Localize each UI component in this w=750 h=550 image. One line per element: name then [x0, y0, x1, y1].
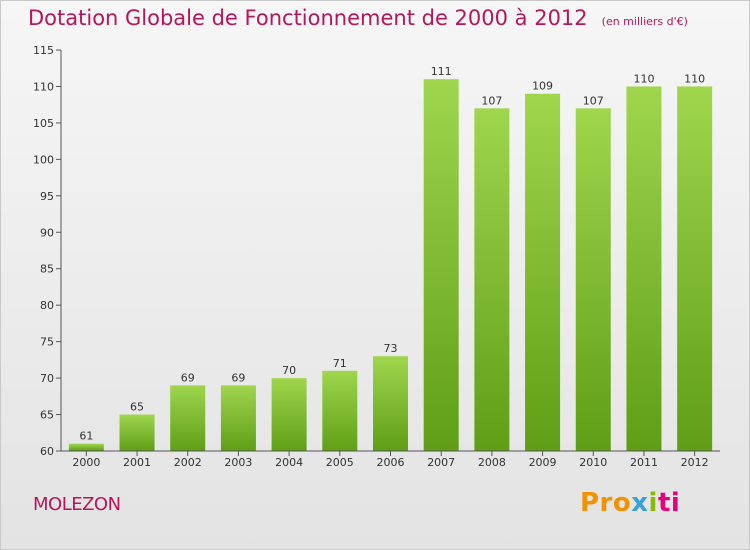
x-tick-label: 2010	[579, 456, 607, 469]
y-tick-label: 70	[40, 372, 54, 385]
x-tick-label: 2009	[529, 456, 557, 469]
value-label: 70	[282, 364, 296, 377]
bar	[170, 385, 206, 451]
x-tick-label: 2011	[630, 456, 658, 469]
y-tick-label: 65	[40, 409, 54, 422]
value-label: 111	[431, 65, 452, 78]
x-tick-label: 2006	[377, 456, 405, 469]
x-tick-label: 2005	[326, 456, 354, 469]
value-label: 73	[384, 342, 398, 355]
value-label: 107	[583, 94, 604, 107]
x-tick-label: 2002	[174, 456, 202, 469]
bar	[119, 414, 155, 451]
bar	[575, 108, 611, 451]
bar	[322, 370, 358, 451]
bar	[220, 385, 256, 451]
logo-part-3: i	[648, 488, 658, 518]
commune-name: MOLEZON	[33, 494, 121, 515]
value-label: 107	[481, 94, 502, 107]
chart-title-text: Dotation Globale de Fonctionnement de 20…	[28, 6, 588, 30]
proxiti-logo[interactable]: Proxiti	[580, 488, 680, 518]
value-label: 110	[633, 72, 654, 85]
bar	[373, 356, 408, 451]
bar	[626, 86, 662, 452]
chart-subtitle: (en milliers d'€)	[601, 15, 688, 28]
bar	[677, 86, 713, 452]
x-tick-label: 2008	[478, 456, 506, 469]
x-tick-label: 2001	[123, 456, 151, 469]
x-tick-label: 2003	[224, 456, 252, 469]
bar	[474, 108, 510, 451]
x-tick-label: 2000	[72, 456, 100, 469]
bar	[271, 378, 307, 451]
value-label: 61	[79, 430, 93, 443]
logo-part-2: x	[631, 488, 649, 518]
logo-part-4: ti	[657, 488, 681, 518]
value-label: 69	[181, 371, 195, 384]
y-tick-label: 85	[40, 263, 54, 276]
y-tick-label: 60	[40, 445, 54, 458]
y-tick-label: 95	[40, 190, 54, 203]
value-label: 71	[333, 357, 347, 370]
x-tick-label: 2007	[427, 456, 455, 469]
logo-part-1: Pro	[580, 488, 632, 518]
y-tick-label: 100	[33, 153, 54, 166]
value-label: 65	[130, 401, 144, 414]
y-tick-label: 105	[33, 117, 54, 130]
value-label: 69	[231, 371, 245, 384]
y-tick-label: 110	[33, 80, 54, 93]
y-tick-label: 80	[40, 299, 54, 312]
bar	[525, 93, 561, 451]
y-tick-label: 90	[40, 226, 54, 239]
value-label: 110	[684, 72, 705, 85]
bar	[68, 443, 104, 451]
y-tick-label: 115	[33, 44, 54, 57]
value-label: 109	[532, 80, 553, 93]
chart-title: Dotation Globale de Fonctionnement de 20…	[28, 6, 688, 30]
x-tick-label: 2004	[275, 456, 303, 469]
x-tick-label: 2012	[681, 456, 709, 469]
bar	[423, 79, 459, 451]
y-tick-label: 75	[40, 336, 54, 349]
